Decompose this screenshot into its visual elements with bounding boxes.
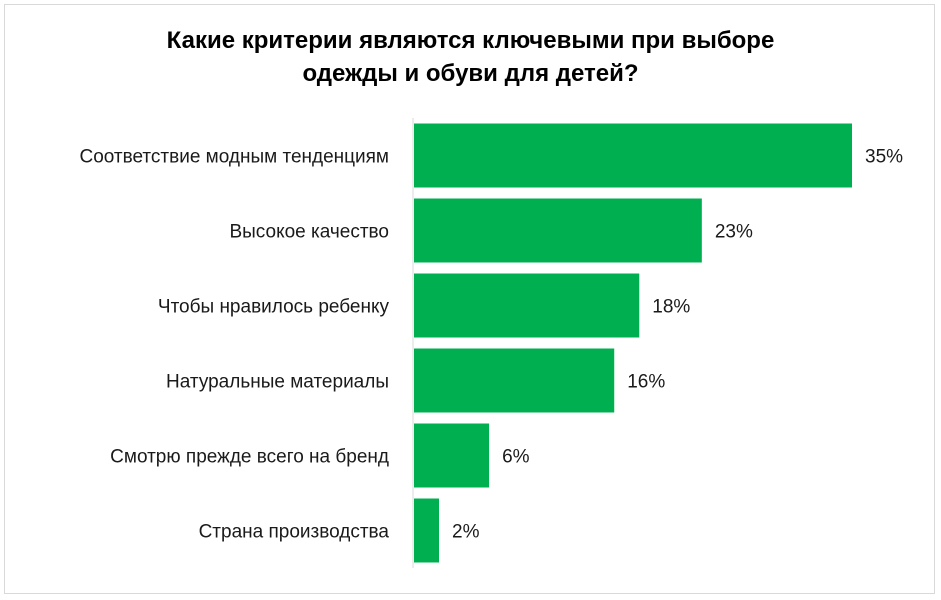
bars-group: Соответствие модным тенденциям 35% Высокое…: [79, 123, 903, 563]
value-label-6: 2%: [452, 522, 480, 543]
chart-title: Какие критерии являются ключевыми при вы…: [0, 24, 941, 90]
bar-2: [414, 198, 702, 263]
category-label-3: Чтобы нравилось ребенку: [158, 297, 390, 318]
chart-title-line-1: Какие критерии являются ключевыми при вы…: [166, 27, 775, 54]
bar-1: [414, 123, 852, 188]
bar-5: [414, 423, 490, 488]
chart-title-line-2: одежды и обуви для детей?: [302, 60, 639, 87]
value-label-5: 6%: [502, 447, 530, 468]
category-label-4: Натуральные материалы: [166, 372, 389, 393]
category-label-6: Страна производства: [199, 522, 390, 543]
value-label-3: 18%: [652, 297, 690, 318]
bar-6: [414, 498, 440, 563]
value-label-2: 23%: [715, 222, 753, 243]
value-label-4: 16%: [627, 372, 665, 393]
bar-3: [414, 273, 640, 338]
category-label-2: Высокое качество: [229, 222, 389, 243]
category-label-5: Смотрю прежде всего на бренд: [110, 447, 389, 468]
bar-4: [414, 348, 615, 413]
category-label-1: Соответствие модным тенденциям: [79, 147, 389, 168]
value-label-1: 35%: [865, 147, 903, 168]
